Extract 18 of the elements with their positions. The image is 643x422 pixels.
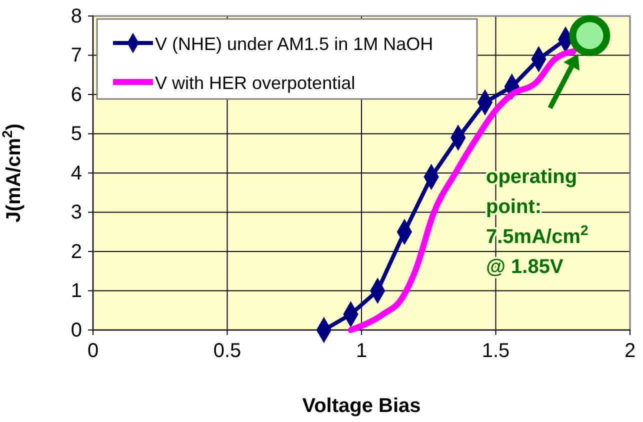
x-tick-label: 2 [624,340,636,362]
y-tick-label: 4 [70,162,82,184]
y-tick-label: 0 [70,319,82,342]
x-axis-title: Voltage Bias [302,395,421,417]
y-tick-label: 8 [70,5,82,28]
legend-label: V with HER overpotential [155,73,356,93]
legend-label: V (NHE) under AM1.5 in 1M NaOH [155,34,434,54]
x-tick-label: 1 [356,340,368,362]
y-tick-label: 2 [70,240,82,263]
x-tick-label: 1.5 [482,340,510,362]
y-tick-label: 3 [70,202,82,224]
y-tick-label: 5 [70,123,82,146]
y-tick-label: 7 [70,44,82,67]
y-tick-label: 1 [70,280,82,302]
y-tick-label: 6 [70,84,82,106]
x-tick-label: 0 [87,340,99,362]
x-tick-label: 0.5 [213,340,242,362]
point [569,15,610,56]
